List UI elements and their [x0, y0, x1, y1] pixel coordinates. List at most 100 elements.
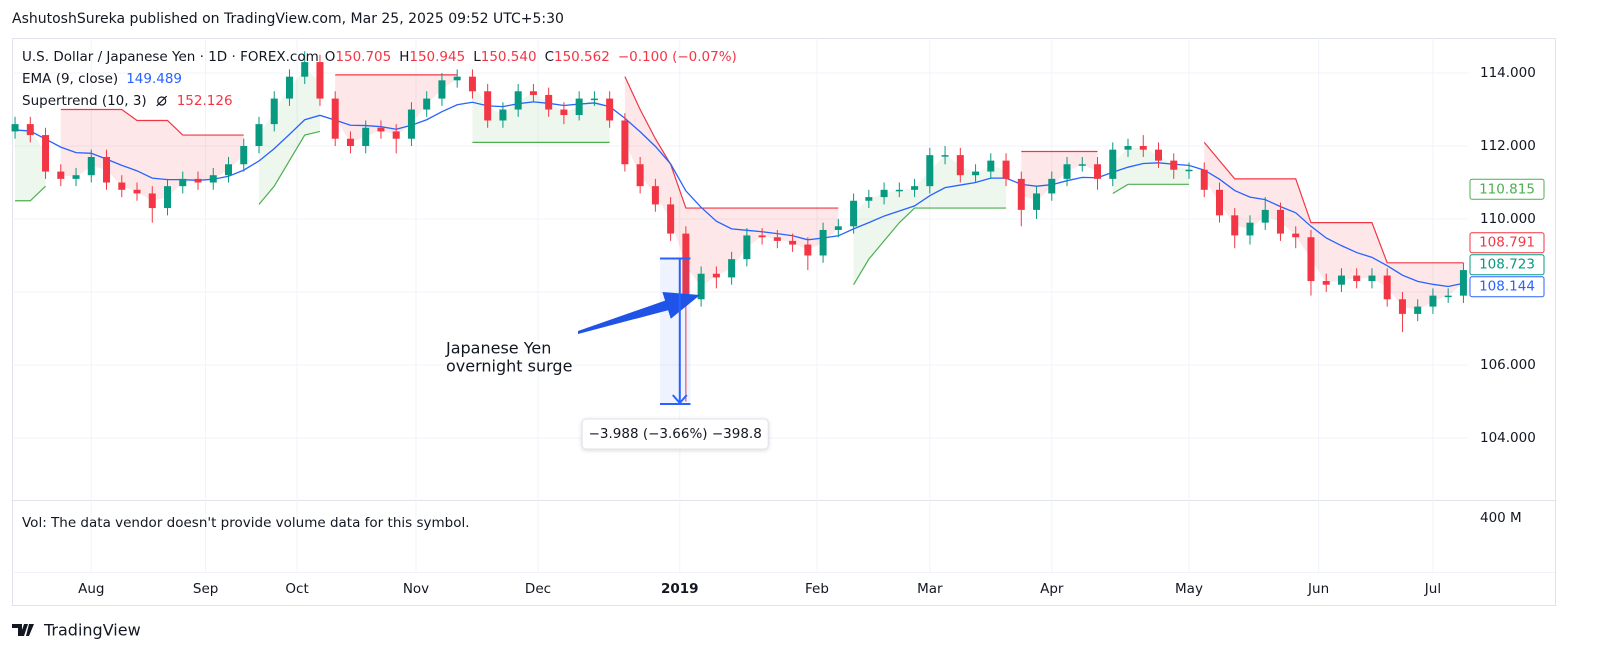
candle-body — [1033, 193, 1041, 210]
overlay: Japanese Yen overnight surge Vol: The da… — [22, 65, 1545, 597]
price-label: 108.723 — [1479, 257, 1535, 273]
x-tick-label: Nov — [403, 581, 429, 597]
supertrend-fill — [853, 155, 1007, 285]
supertrend-fill — [1204, 142, 1464, 311]
candle-body — [1078, 164, 1086, 166]
candle-body — [468, 76, 476, 92]
candle-body — [1139, 146, 1147, 150]
candle-body — [590, 98, 598, 101]
candle-body — [834, 226, 842, 230]
candle-body — [956, 155, 964, 176]
candle-body — [1429, 295, 1437, 307]
price-label-box — [1469, 178, 1545, 200]
supertrend-fill — [15, 127, 46, 201]
legend-line: Supertrend (10, 3) 152.126 — [22, 93, 233, 109]
legend-ema-name: EMA (9, close) — [22, 71, 118, 87]
x-tick-label: Sep — [193, 581, 218, 597]
price-label: 108.791 — [1479, 235, 1535, 251]
candle-body — [1017, 178, 1025, 210]
footer-brand: TradingView — [43, 621, 141, 640]
supertrend-fill — [258, 69, 320, 205]
candle-body — [331, 98, 339, 139]
candle-body — [926, 155, 934, 187]
candle-body — [895, 189, 903, 192]
legend-icon — [157, 96, 167, 106]
candle-body — [224, 164, 232, 176]
candle-body — [407, 109, 415, 139]
candle-body — [651, 186, 659, 205]
candle-body — [819, 229, 827, 256]
measure-label-box — [581, 418, 769, 450]
candle-body — [621, 120, 629, 165]
legend-ohlc-key: C — [545, 49, 554, 65]
candle-body — [1261, 209, 1269, 223]
x-tick-label: Aug — [78, 581, 104, 597]
legend-icon — [156, 95, 168, 107]
candle-body — [789, 240, 797, 245]
supertrend-line — [258, 130, 321, 205]
candle-body — [316, 62, 324, 99]
y-tick-label: 104.000 — [1480, 430, 1536, 446]
candle-body — [987, 160, 995, 172]
candle-body — [194, 178, 202, 183]
x-tick-label: Dec — [525, 581, 551, 597]
candle-body — [667, 204, 675, 234]
candle-body — [560, 109, 568, 115]
candle-body — [179, 178, 187, 187]
supertrend-line — [1203, 141, 1464, 264]
header: AshutoshSureka published on TradingView.… — [12, 11, 564, 27]
legend-ohlc-value: 150.705 — [335, 49, 391, 65]
candle-body — [377, 127, 385, 132]
footer-logo — [12, 624, 34, 636]
candle-body — [880, 189, 888, 198]
candle-body — [773, 237, 781, 241]
candle-body — [529, 91, 537, 95]
candle-body — [1185, 169, 1193, 172]
x-tick-label: Jun — [1307, 581, 1329, 597]
legend-symbol: U.S. Dollar / Japanese Yen · 1D · FOREX.… — [22, 49, 319, 65]
candle-body — [1124, 146, 1132, 150]
candle-body — [118, 182, 126, 190]
legend: U.S. Dollar / Japanese Yen · 1D · FOREX.… — [22, 49, 737, 109]
annotation-text: Japanese Yen — [445, 339, 551, 358]
grid — [12, 38, 1468, 572]
legend-ohlc-value: 150.945 — [409, 49, 465, 65]
candle-body — [545, 94, 553, 110]
candle-body — [423, 98, 431, 110]
price-label-box — [1469, 232, 1545, 254]
price-label-box — [1469, 276, 1545, 298]
annotation-text: overnight surge — [446, 357, 572, 376]
supertrend-line — [624, 76, 839, 209]
candle-body — [911, 186, 919, 190]
legend-line: U.S. Dollar / Japanese Yen · 1D · FOREX.… — [22, 49, 737, 65]
candle-body — [499, 109, 507, 121]
candle-body — [362, 127, 370, 147]
candle-body — [850, 200, 858, 227]
candle-body — [57, 171, 65, 179]
candle-body — [484, 91, 492, 121]
x-tick-label: May — [1175, 581, 1203, 597]
candle-body — [1292, 233, 1300, 238]
candle-body — [1444, 295, 1452, 298]
candle-body — [240, 146, 248, 165]
candle-body — [1398, 299, 1406, 314]
supertrend-fill — [1021, 151, 1098, 202]
candle-body — [301, 62, 309, 77]
candle-body — [575, 98, 583, 115]
candle-body — [682, 233, 690, 300]
candle-body — [392, 131, 400, 139]
supertrend-line — [15, 185, 46, 202]
candle-body — [1353, 275, 1361, 282]
candle-body — [804, 244, 812, 256]
indicator-lines — [15, 74, 1464, 288]
price-label-box — [1469, 254, 1545, 276]
chart-frame — [12, 38, 1556, 606]
legend-change: −0.100 (−0.07%) — [618, 49, 737, 65]
measure-arrowhead — [672, 394, 688, 405]
candle-body — [72, 175, 80, 179]
ema-line — [15, 101, 1464, 288]
x-tick-label: Apr — [1040, 581, 1064, 597]
candle-body — [865, 197, 873, 201]
legend-ema-value: 149.489 — [126, 71, 182, 87]
